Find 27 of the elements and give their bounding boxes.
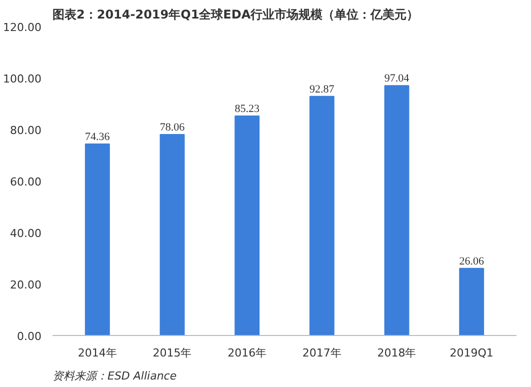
x-tick-label: 2016年	[228, 346, 267, 360]
data-label: 78.06	[160, 121, 186, 134]
data-label: 85.23	[234, 103, 260, 116]
data-label: 26.06	[459, 255, 484, 268]
y-tick-label: 80.00	[10, 124, 42, 137]
bar	[384, 85, 410, 336]
y-tick-label: 60.00	[10, 176, 42, 188]
x-tick-label: 2018年	[377, 346, 416, 360]
data-label: 97.04	[384, 72, 410, 85]
chart-title: 图表2：2014-2019年Q1全球EDA行业市场规模（单位：亿美元）	[52, 8, 419, 22]
y-tick-label: 120.00	[3, 21, 42, 34]
x-tick-label: 2017年	[302, 346, 342, 360]
x-tick-label: 2015年	[152, 346, 192, 360]
bar	[160, 134, 185, 336]
y-tick-label: 0.00	[17, 330, 42, 343]
data-label: 92.87	[310, 83, 335, 96]
x-tick-label: 2019Q1	[450, 346, 494, 360]
bar	[84, 144, 110, 336]
text: 资料来源：ESD Alliance	[52, 370, 177, 382]
bar	[309, 96, 334, 336]
y-tick-label: 40.00	[10, 227, 42, 240]
y-tick-label: 20.00	[10, 278, 42, 292]
bar	[459, 268, 484, 336]
data-label: 74.36	[85, 131, 110, 144]
bar	[234, 116, 260, 336]
y-tick-label: 100.00	[3, 72, 42, 86]
x-tick-label: 2014年	[78, 346, 117, 360]
